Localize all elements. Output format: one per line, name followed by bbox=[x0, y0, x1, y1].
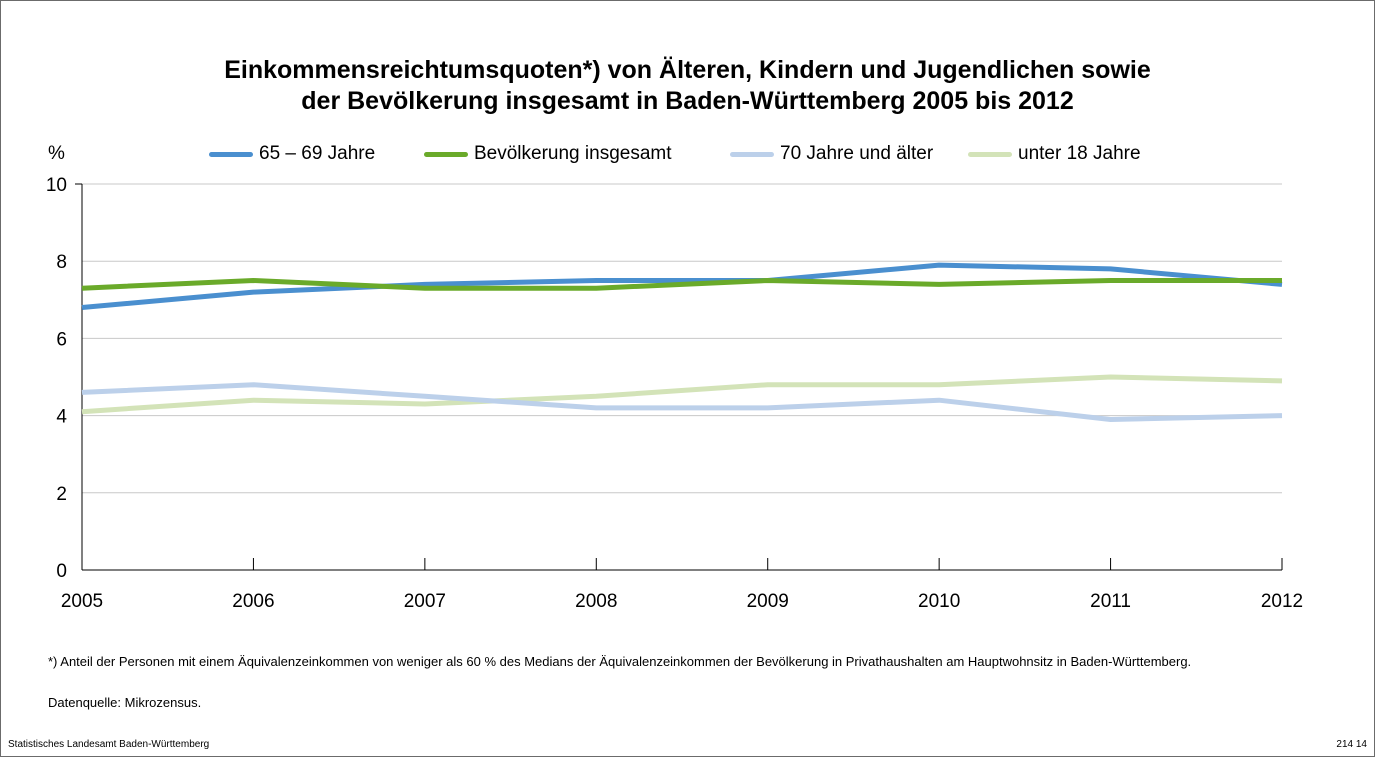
legend-swatch-70-plus bbox=[730, 151, 774, 157]
chart-title-line-1: Einkommensreichtumsquoten*) von Älteren,… bbox=[224, 56, 1151, 84]
legend-swatch-bevoelkerung bbox=[424, 151, 468, 157]
chart-number: 214 14 bbox=[1336, 739, 1367, 750]
publisher-footer: Statistisches Landesamt Baden-Württember… bbox=[8, 739, 210, 750]
y-tick-label: 2 bbox=[56, 484, 67, 505]
series-line bbox=[81, 262, 1283, 310]
y-tick-label: 4 bbox=[56, 407, 67, 428]
x-tick-label: 2009 bbox=[747, 591, 789, 612]
x-tick-label: 2011 bbox=[1090, 591, 1131, 612]
series-line bbox=[81, 374, 1283, 415]
legend-swatch-unter-18 bbox=[968, 151, 1012, 157]
footnote: *) Anteil der Personen mit einem Äquival… bbox=[48, 654, 1192, 669]
x-tick-label: 2008 bbox=[575, 591, 617, 612]
legend-label-unter-18: unter 18 Jahre bbox=[1018, 143, 1141, 164]
y-axis-unit-label: % bbox=[48, 143, 65, 164]
y-tick-label: 8 bbox=[56, 252, 67, 273]
y-tick-label: 0 bbox=[56, 561, 67, 582]
x-tick-label: 2010 bbox=[918, 591, 960, 612]
series-line bbox=[81, 278, 1282, 291]
legend-swatch-65-69 bbox=[209, 151, 253, 157]
data-source: Datenquelle: Mikrozensus. bbox=[48, 695, 202, 710]
legend-label-bevoelkerung: Bevölkerung insgesamt bbox=[474, 143, 672, 164]
x-tick-label: 2005 bbox=[61, 591, 103, 612]
legend-label-70-plus: 70 Jahre und älter bbox=[780, 143, 934, 164]
x-tick-label: 2006 bbox=[232, 591, 274, 612]
series-line bbox=[81, 382, 1283, 422]
y-tick-label: 6 bbox=[56, 329, 67, 350]
x-tick-label: 2007 bbox=[404, 591, 446, 612]
legend-item-bevoelkerung: Bevölkerung insgesamt bbox=[424, 141, 672, 167]
chart-title: Einkommensreichtumsquoten*) von Älteren,… bbox=[0, 55, 1375, 117]
x-tick-label: 2012 bbox=[1261, 591, 1303, 612]
legend-item-65-69: 65 – 69 Jahre bbox=[209, 141, 375, 167]
y-tick-label: 10 bbox=[46, 175, 67, 196]
chart-title-line-2: der Bevölkerung insgesamt in Baden-Württ… bbox=[301, 87, 1074, 115]
legend-label-65-69: 65 – 69 Jahre bbox=[259, 143, 376, 164]
legend-item-unter-18: unter 18 Jahre bbox=[968, 141, 1141, 167]
legend: 65 – 69 Jahre Bevölkerung insgesamt 70 J… bbox=[0, 141, 1375, 167]
legend-item-70-plus: 70 Jahre und älter bbox=[730, 141, 933, 167]
